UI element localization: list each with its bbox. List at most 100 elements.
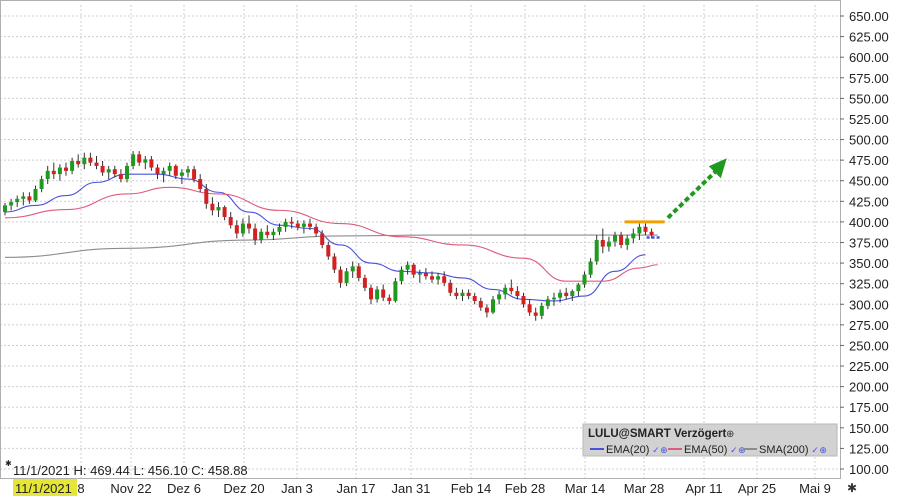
y-tick-label: 550.00	[849, 91, 889, 106]
settings-icon[interactable]: ⊕	[660, 445, 668, 455]
candle	[51, 162, 56, 180]
candle-body	[637, 226, 642, 234]
settings-icon[interactable]: ⊕	[726, 429, 734, 440]
candle	[27, 192, 32, 204]
candle	[582, 271, 587, 288]
candle-body	[240, 223, 245, 234]
candle-body	[539, 305, 544, 316]
x-tick-label: Feb 28	[505, 481, 545, 496]
legend-label: EMA(50)	[684, 444, 727, 456]
candle-body	[289, 221, 294, 224]
settings-icon[interactable]: ⊕	[819, 445, 827, 455]
candle	[234, 220, 239, 239]
y-tick-label: 325.00	[849, 277, 889, 292]
candle-body	[301, 223, 306, 227]
candle	[430, 271, 434, 283]
candle-body	[448, 282, 453, 293]
legend-label: EMA(20)	[606, 444, 649, 456]
candle	[552, 292, 556, 306]
candle	[88, 152, 93, 166]
candle-body	[247, 223, 251, 229]
candle-body	[45, 170, 50, 180]
candle-body	[454, 292, 459, 297]
candle-body	[503, 287, 508, 295]
legend-item[interactable]: SMA(200) ✓ ⊕	[743, 444, 827, 456]
candle	[9, 198, 14, 211]
candle-body	[472, 296, 477, 301]
x-tick-label: Mai 9	[799, 481, 831, 496]
y-tick-label: 200.00	[849, 380, 889, 395]
candle	[369, 284, 373, 305]
candle-body	[125, 165, 129, 180]
candle-body	[39, 179, 44, 189]
candle	[576, 282, 581, 297]
candle-body	[173, 165, 178, 176]
candle-body	[308, 223, 312, 227]
candle-body	[430, 276, 434, 280]
candle	[259, 228, 264, 244]
candlesticks	[3, 151, 654, 321]
candle-body	[576, 284, 581, 292]
settings-icon[interactable]: ⊕	[738, 445, 746, 455]
candle	[222, 205, 227, 221]
candle-body	[33, 188, 38, 201]
candle-body	[515, 291, 520, 297]
check-icon[interactable]: ✓	[652, 445, 660, 455]
check-icon[interactable]: ✓	[811, 445, 819, 455]
ma-line-sma200	[4, 234, 658, 258]
candle-body	[533, 312, 538, 316]
candle-body	[228, 216, 233, 226]
candle-body	[192, 169, 197, 180]
nav-star-icon[interactable]: ✱	[847, 481, 857, 495]
check-icon[interactable]: ✓	[730, 445, 738, 455]
candle	[15, 195, 20, 208]
candle-body	[423, 272, 428, 277]
candle-body	[436, 276, 441, 280]
candle-body	[509, 287, 514, 292]
candle-body	[350, 266, 355, 272]
x-tick-label: Mar 28	[624, 481, 664, 496]
candle	[167, 162, 172, 176]
y-tick-label: 475.00	[849, 153, 889, 168]
candle-body	[253, 228, 258, 241]
x-tick-label: Dez 6	[167, 481, 201, 496]
candle-body	[362, 277, 367, 288]
candle	[606, 236, 611, 252]
ma-line-ema20	[4, 173, 646, 302]
x-tick-label: Jan 3	[281, 481, 313, 496]
x-tick-label: Jan 31	[391, 481, 430, 496]
candle-body	[57, 167, 62, 175]
x-tick-label: Nov 22	[110, 481, 151, 496]
candle	[497, 291, 502, 305]
ma-line-ema50	[4, 186, 658, 282]
candle-body	[558, 292, 563, 298]
candle-body	[259, 231, 264, 241]
candle	[45, 165, 50, 185]
candle	[100, 160, 105, 176]
candle	[448, 279, 453, 297]
candle	[411, 263, 416, 278]
x-axis-cursor-label: 11/1/2021	[13, 479, 77, 496]
candle	[588, 258, 593, 278]
x-tick-label: Feb 14	[451, 481, 491, 496]
candle	[350, 261, 355, 278]
candle	[204, 184, 209, 209]
legend-item[interactable]: EMA(50) ✓ ⊕	[668, 444, 746, 456]
x-tick-label: Jan 17	[336, 481, 375, 496]
y-tick-label: 625.00	[849, 30, 889, 45]
candle	[64, 162, 68, 176]
candle-body	[619, 235, 624, 245]
legend-item[interactable]: EMA(20) ✓ ⊕	[590, 444, 668, 456]
candle-body	[161, 170, 166, 175]
candle	[600, 228, 605, 254]
candle	[539, 302, 544, 320]
y-tick-label: 150.00	[849, 421, 889, 436]
crosshair-marker: ✱	[5, 459, 12, 468]
candle	[131, 151, 136, 170]
candle-body	[167, 165, 172, 171]
candle	[3, 202, 7, 216]
candle-body	[27, 196, 32, 201]
candle	[308, 218, 312, 231]
candle-body	[588, 261, 593, 275]
candle-body	[21, 196, 26, 199]
